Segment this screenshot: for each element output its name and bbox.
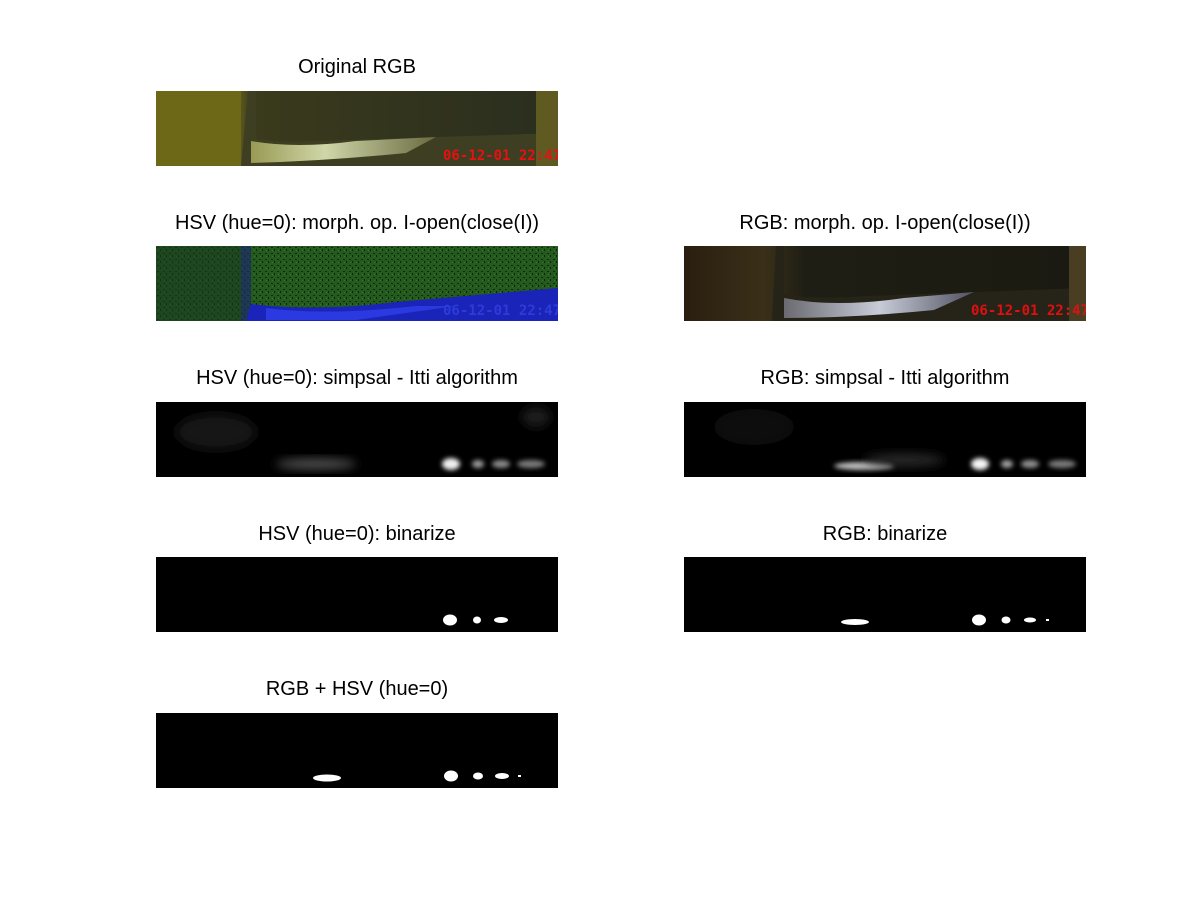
title-rgb-saliency: RGB: simpsal - Itti algorithm	[760, 367, 1010, 389]
title-original-rgb: Original RGB	[298, 56, 416, 78]
title-hsv-morph: HSV (hue=0): morph. op. I-open(close(I))	[174, 212, 540, 234]
image-original-rgb: 06-12-01 22:47	[156, 91, 558, 166]
image-hsv-morph: 06-12-01 22:47	[156, 246, 558, 321]
title-hsv-binarize: HSV (hue=0): binarize	[258, 523, 456, 545]
title-rgb-binarize: RGB: binarize	[822, 523, 948, 545]
title-combined: RGB + HSV (hue=0)	[265, 678, 449, 700]
title-rgb-morph: RGB: morph. op. I-open(close(I))	[739, 212, 1031, 234]
title-hsv-saliency: HSV (hue=0): simpsal - Itti algorithm	[196, 367, 518, 389]
image-hsv-binarize	[156, 557, 558, 632]
timestamp-overlay: 06-12-01 22:47	[443, 148, 558, 164]
image-rgb-morph: 06-12-01 22:47	[684, 246, 1086, 321]
timestamp-overlay: 06-12-01 22:47	[971, 303, 1086, 319]
image-rgb-saliency	[684, 402, 1086, 477]
image-rgb-binarize	[684, 557, 1086, 632]
image-combined	[156, 713, 558, 788]
image-hsv-saliency	[156, 402, 558, 477]
timestamp-overlay: 06-12-01 22:47	[443, 303, 558, 319]
